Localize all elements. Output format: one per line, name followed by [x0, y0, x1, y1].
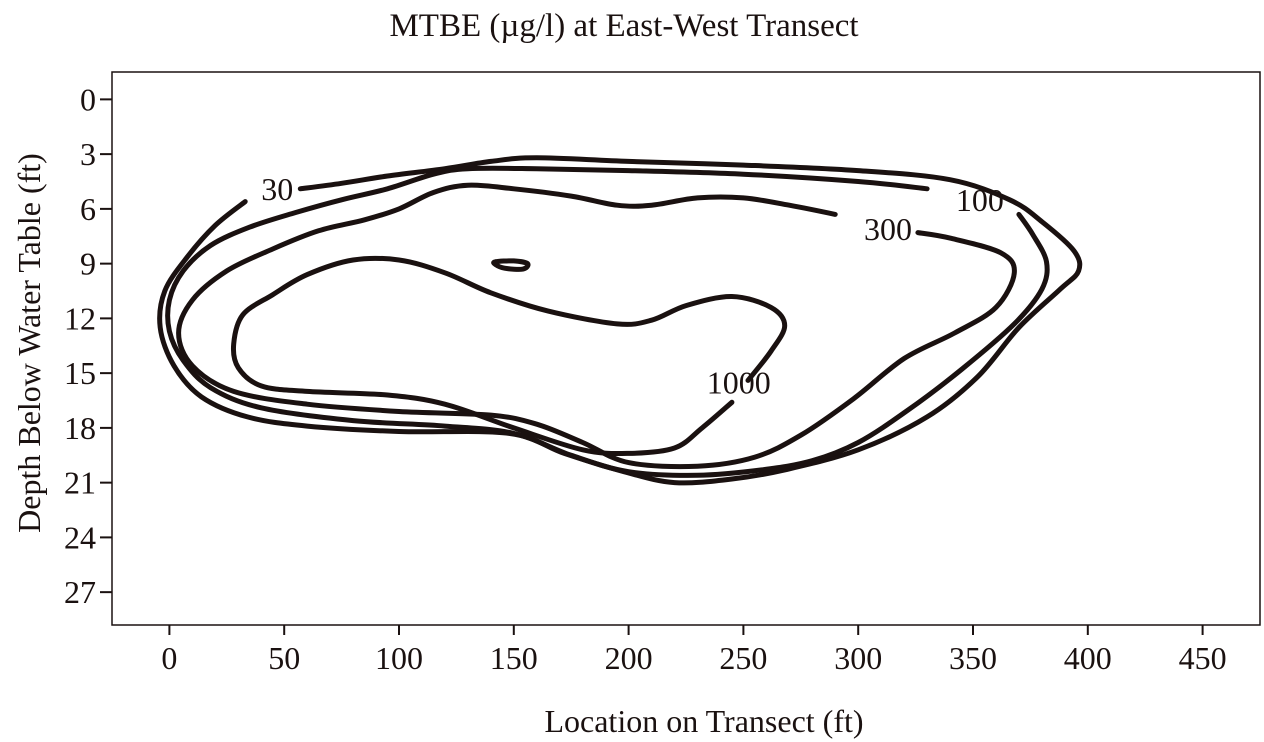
y-axis: 0 3 6 9 12 15 18 21 24 27	[64, 81, 112, 610]
x-tick-label-150: 150	[490, 640, 538, 676]
x-tick-label-400: 400	[1064, 640, 1112, 676]
chart-title: MTBE (µg/l) at East-West Transect	[389, 8, 858, 44]
contour-lines	[157, 155, 1083, 486]
contour-label-1000: 1000	[707, 364, 771, 400]
x-tick-label-200: 200	[605, 640, 653, 676]
contour-label-30: 30	[261, 171, 293, 207]
y-tick-label-9: 9	[80, 246, 96, 282]
y-tick-label-15: 15	[64, 355, 96, 391]
x-axis-label: Location on Transect (ft)	[544, 703, 863, 739]
contour-label-300: 300	[864, 211, 912, 247]
x-tick-label-300: 300	[834, 640, 882, 676]
x-tick-label-0: 0	[161, 640, 177, 676]
contour-100	[165, 165, 1050, 478]
y-tick-label-24: 24	[64, 519, 96, 555]
contour-30	[157, 155, 1083, 486]
x-tick-label-100: 100	[375, 640, 423, 676]
plot-frame	[111, 71, 1261, 626]
x-tick-label-350: 350	[949, 640, 997, 676]
y-tick-label-21: 21	[64, 465, 96, 501]
y-tick-label-6: 6	[80, 191, 96, 227]
y-tick-label-27: 27	[64, 574, 96, 610]
y-tick-label-0: 0	[80, 81, 96, 117]
y-tick-label-12: 12	[64, 300, 96, 336]
contour-1000	[230, 255, 788, 457]
y-tick-label-3: 3	[80, 136, 96, 172]
contour-label-100: 100	[956, 182, 1004, 218]
contour-300	[176, 182, 1017, 470]
contour-small-closed	[491, 258, 531, 272]
x-tick-label-450: 450	[1179, 640, 1227, 676]
y-tick-label-18: 18	[64, 410, 96, 446]
x-axis: 0 50 100 150 200 250 300 350 400 450	[161, 625, 1227, 676]
y-axis-label: Depth Below Water Table (ft)	[11, 153, 47, 533]
contour-labels: 30 100 300 1000	[261, 171, 1004, 400]
x-tick-label-50: 50	[268, 640, 300, 676]
x-tick-label-250: 250	[719, 640, 767, 676]
